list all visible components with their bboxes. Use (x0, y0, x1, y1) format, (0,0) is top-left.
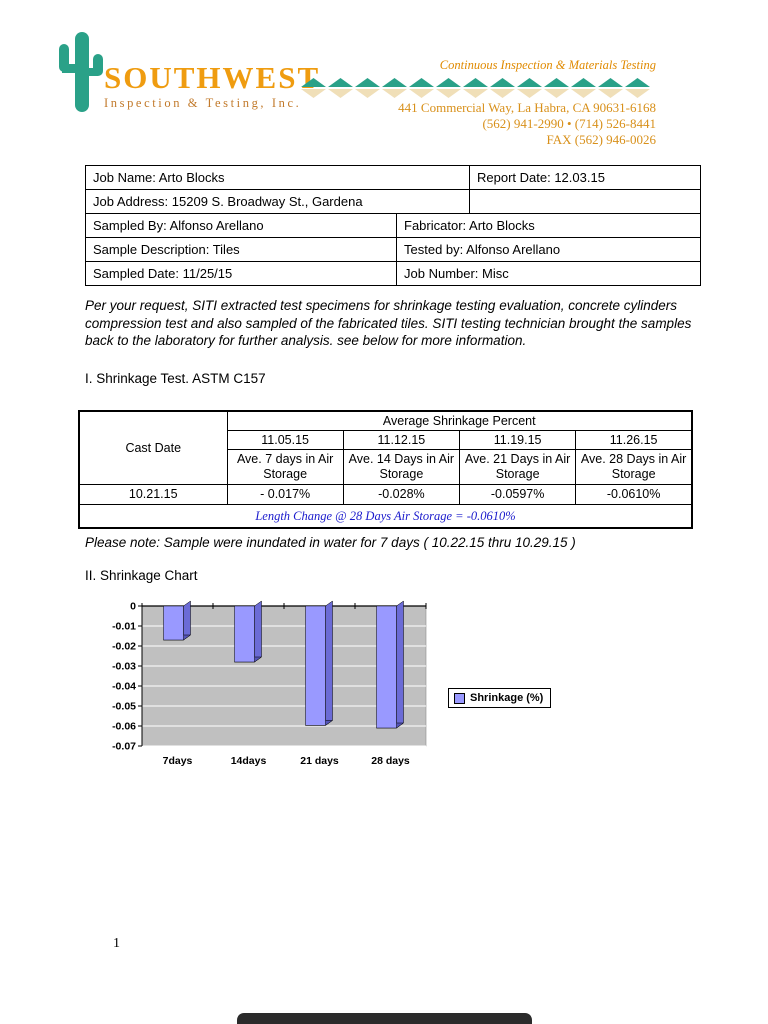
address-line: 441 Commercial Way, La Habra, CA 90631-6… (398, 100, 656, 115)
report-date: Report Date: 12.03.15 (469, 166, 700, 189)
y-tick-label: -0.01 (112, 621, 136, 633)
job-row: Sample Description: Tiles Tested by: Alf… (86, 237, 700, 261)
job-info-table: Job Name: Arto Blocks Report Date: 12.03… (85, 165, 701, 286)
tested-by: Tested by: Alfonso Arellano (396, 238, 700, 261)
col-header: Ave. 14 Days in Air Storage (342, 449, 461, 485)
shrinkage-table: Cast Date Average Shrinkage Percent 11.0… (78, 410, 693, 529)
col-header: Ave. 21 Days in Air Storage (458, 449, 577, 485)
sample-description: Sample Description: Tiles (93, 242, 240, 257)
job-address: Job Address: 15209 S. Broadway St., Gard… (93, 194, 363, 209)
diamond-icon (355, 78, 380, 98)
sampled-date: Sampled Date: 11/25/15 (93, 266, 233, 281)
bar-side-face (325, 600, 333, 726)
x-category-label: 28 days (371, 755, 410, 767)
cast-date-header: Cast Date (78, 410, 228, 485)
sampled-by: Sampled By: Alfonso Arellano (93, 218, 264, 233)
diamond-icon (463, 78, 488, 98)
cast-date-value: 10.21.15 (78, 484, 228, 505)
diamond-icon (436, 78, 461, 98)
group-header: Average Shrinkage Percent (226, 410, 693, 431)
y-tick-label: 0 (130, 601, 136, 613)
job-row: Job Address: 15209 S. Broadway St., Gard… (86, 189, 700, 213)
intro-paragraph: Per your request, SITI extracted test sp… (85, 298, 692, 349)
diamond-icon (571, 78, 596, 98)
diamond-icon (544, 78, 569, 98)
job-row: Job Name: Arto Blocks Report Date: 12.03… (86, 166, 700, 189)
date-header: 11.05.15 (226, 430, 344, 450)
diamond-icon (517, 78, 542, 98)
diamond-icon (625, 78, 650, 98)
cactus-logo-icon (58, 28, 104, 121)
length-change-note: Length Change @ 28 Days Air Storage = -0… (78, 504, 693, 529)
diamond-icon (328, 78, 353, 98)
bar-side-face (183, 600, 191, 641)
y-tick-label: -0.03 (112, 661, 136, 673)
col-header: Ave. 7 days in Air Storage (226, 449, 344, 485)
bar-side-face (396, 600, 404, 729)
shrinkage-value: - 0.017% (226, 484, 344, 505)
report-header: SOUTHWEST Inspection & Testing, Inc. Con… (0, 0, 768, 160)
legend-swatch (454, 692, 465, 704)
address-block: 441 Commercial Way, La Habra, CA 90631-6… (398, 100, 656, 148)
job-row: Sampled Date: 11/25/15 Job Number: Misc (86, 261, 700, 285)
viewer-bottom-bar[interactable] (237, 1013, 532, 1024)
diamond-icon (301, 78, 326, 98)
fax-line: FAX (562) 946-0026 (546, 131, 656, 147)
bar (163, 605, 184, 641)
shrinkage-value: -0.0610% (575, 484, 693, 505)
chart-canvas: 0 -0.01 -0.02 -0.03 -0.04 -0.05 -0.06 -0.07 7day… (112, 600, 427, 767)
section-2-title: II. Shrinkage Chart (85, 568, 198, 583)
bar (234, 605, 255, 663)
diamond-divider (300, 78, 660, 98)
y-tick-label: -0.06 (112, 721, 136, 733)
x-category-label: 14days (231, 755, 267, 767)
legend-label: Shrinkage (%) (470, 692, 544, 704)
diamond-icon (409, 78, 434, 98)
x-category-label: 7days (163, 755, 193, 767)
brand-block: SOUTHWEST Inspection & Testing, Inc. (104, 62, 320, 111)
date-header: 11.26.15 (575, 430, 693, 450)
diamond-icon (490, 78, 515, 98)
y-tick-label: -0.02 (112, 641, 136, 653)
diamond-icon (598, 78, 623, 98)
bar (305, 605, 326, 726)
y-tick-label: -0.04 (112, 681, 136, 693)
brand-title: SOUTHWEST (104, 60, 321, 95)
tagline: Continuous Inspection & Materials Testin… (439, 58, 656, 72)
y-tick-label: -0.07 (112, 741, 136, 753)
shrinkage-value: -0.0597% (458, 484, 577, 505)
job-name: Job Name: Arto Blocks (93, 170, 225, 185)
shrinkage-value: -0.028% (342, 484, 461, 505)
x-category-label: 21 days (300, 755, 339, 767)
page-number: 1 (113, 936, 120, 951)
note-paragraph: Please note: Sample were inundated in wa… (85, 535, 576, 550)
date-header: 11.19.15 (458, 430, 577, 450)
col-header: Ave. 28 Days in Air Storage (575, 449, 693, 485)
date-header: 11.12.15 (342, 430, 461, 450)
chart-legend: Shrinkage (%) (448, 688, 552, 708)
job-row: Sampled By: Alfonso Arellano Fabricator:… (86, 213, 700, 237)
brand-subtitle: Inspection & Testing, Inc. (104, 96, 302, 110)
fabricator: Fabricator: Arto Blocks (396, 214, 700, 237)
bar (376, 605, 397, 729)
y-tick-label: -0.05 (112, 701, 136, 713)
empty-cell (469, 190, 700, 213)
diamond-icon (382, 78, 407, 98)
phone-line: (562) 941-2990 • (714) 526-8441 (482, 115, 656, 131)
section-1-title: I. Shrinkage Test. ASTM C157 (85, 371, 266, 386)
job-number: Job Number: Misc (396, 262, 700, 285)
bar-side-face (254, 600, 262, 663)
shrinkage-chart: 0 -0.01 -0.02 -0.03 -0.04 -0.05 -0.06 -0.07 7day… (106, 592, 566, 797)
